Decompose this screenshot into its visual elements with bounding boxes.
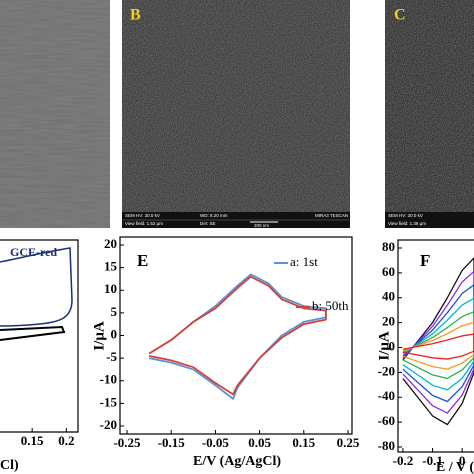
y-tick-label: -80: [378, 438, 395, 453]
cv-curve: [402, 311, 474, 379]
cv-curve: [0, 247, 73, 327]
cv-curve: [402, 333, 474, 360]
sem-info-bar: [385, 212, 474, 228]
y-tick-label: -60: [378, 413, 395, 428]
x-axis-label: E / V (: [436, 460, 474, 474]
legend-label: GCE-red: [10, 245, 57, 259]
cv-curve: [402, 321, 474, 370]
y-tick-label: 0: [389, 338, 396, 353]
sem-info: SEM HV: 30.0 kV: [388, 213, 423, 218]
x-tick-label: 0.15: [21, 433, 44, 448]
sem-info: View field: 1.38 µm: [388, 221, 426, 226]
x-tick-label: -0.1: [422, 453, 443, 468]
y-tick-label: -15: [100, 394, 118, 409]
x-tick-label: -0.15: [158, 435, 186, 450]
x-tick-label: -0.2: [393, 453, 414, 468]
legend-label: a: 1st: [290, 254, 318, 269]
cv-curve: [402, 257, 474, 426]
y-tick-label: -40: [378, 388, 395, 403]
y-tick-label: 10: [104, 281, 117, 296]
y-tick-label: -5: [106, 349, 117, 364]
sem-texture: [122, 0, 350, 212]
x-axis-label: Cl): [0, 458, 19, 473]
sem-texture: [385, 0, 474, 212]
legend-label: b: 50th: [312, 298, 349, 313]
x-tick-label: 0: [459, 453, 466, 468]
y-tick-label: 80: [382, 239, 395, 254]
sem-info: 200 nm: [254, 223, 269, 228]
axis-frame: [0, 239, 79, 433]
cv-curve: [402, 270, 474, 414]
x-axis-label: E/V (Ag/AgCl): [193, 454, 281, 469]
sem-info: View field: 1.52 µm: [125, 221, 163, 226]
y-axis-label: I/μA: [376, 331, 392, 361]
y-tick-label: 20: [104, 236, 117, 251]
y-tick-label: 5: [111, 304, 118, 319]
cv-curve: [148, 275, 327, 396]
y-tick-label: -20: [378, 363, 395, 378]
sem-info: MIRA3 TESCAN: [315, 213, 348, 218]
y-tick-label: 20: [382, 314, 395, 329]
axis-frame: [397, 239, 474, 453]
x-tick-label: -0.05: [202, 435, 230, 450]
panel-label: E: [137, 251, 148, 270]
y-axis-label: I/μA: [91, 321, 107, 351]
cv-curve: [402, 284, 474, 403]
cv-curve: [0, 325, 66, 341]
y-tick-label: 15: [104, 259, 118, 274]
sem-info: SEM HV: 30.0 kV: [125, 213, 160, 218]
panel-label: F: [420, 251, 430, 270]
sem-info: Det: SE: [200, 221, 216, 226]
x-tick-label: 0.15: [292, 435, 315, 450]
panel-label: B: [130, 7, 141, 24]
sem-info: WD: 8.20 mm: [200, 213, 228, 218]
sem-texture: [0, 0, 110, 228]
x-tick-label: 0.05: [248, 435, 271, 450]
y-tick-label: -10: [100, 372, 117, 387]
x-tick-label: -0.25: [113, 435, 141, 450]
x-tick-label: 0.2: [58, 433, 74, 448]
x-tick-label: 0.25: [337, 435, 360, 450]
y-tick-label: 40: [382, 289, 395, 304]
panel-label: C: [394, 7, 406, 24]
y-tick-label: 0: [111, 326, 118, 341]
cv-curve: [402, 297, 474, 391]
y-tick-label: 60: [382, 264, 395, 279]
y-tick-label: -20: [100, 417, 117, 432]
